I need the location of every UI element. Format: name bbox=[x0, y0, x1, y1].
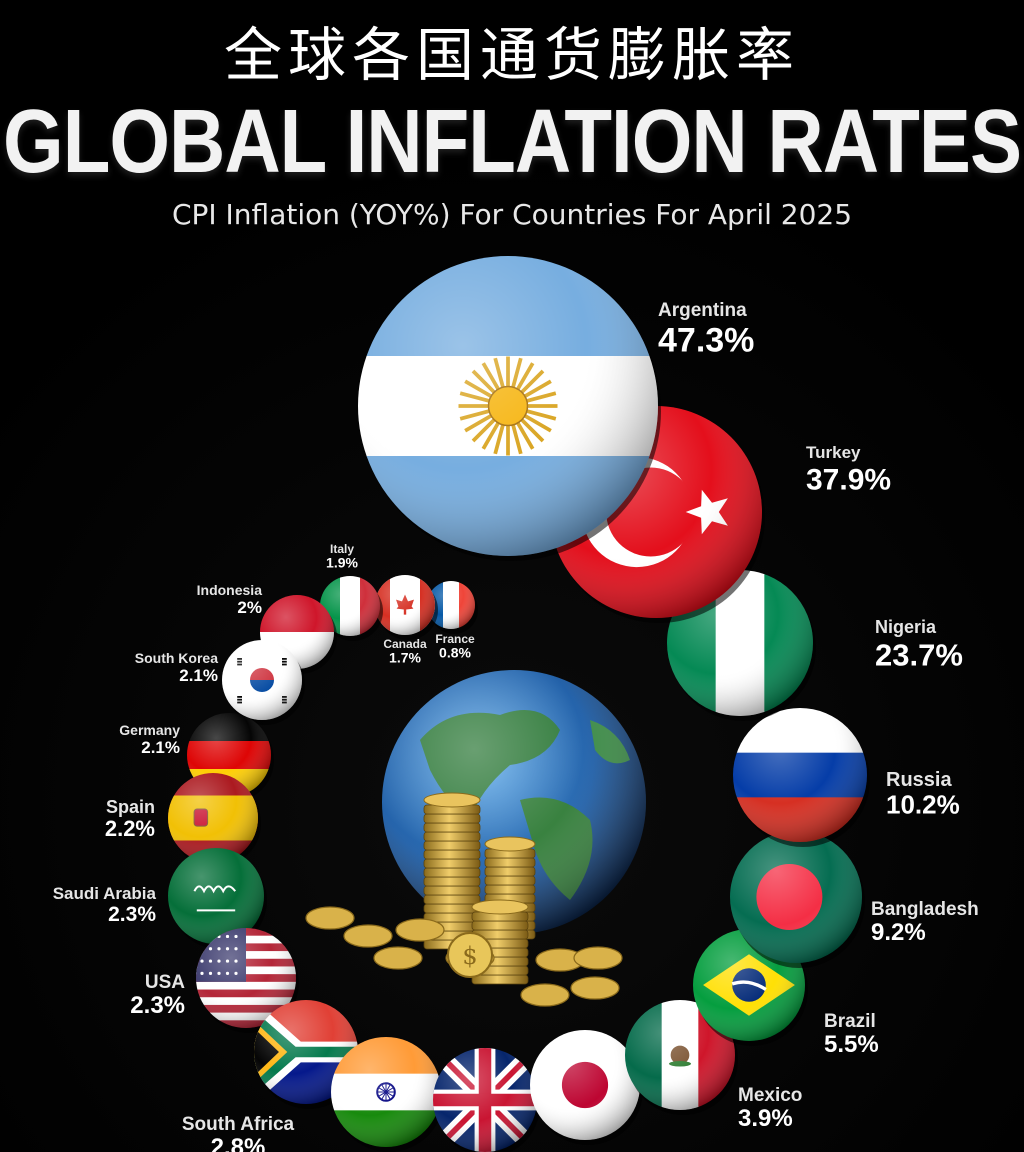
label-country: Spain bbox=[106, 797, 155, 817]
bubble-uk bbox=[433, 1048, 540, 1152]
label-country: South Africa bbox=[182, 1114, 295, 1135]
label-value: 23.7% bbox=[875, 638, 963, 673]
label-country: Nigeria bbox=[875, 617, 937, 637]
bubble-spain bbox=[168, 773, 261, 868]
bubble-india bbox=[331, 1037, 444, 1152]
bubble-usa bbox=[196, 928, 299, 1033]
label-value: 37.9% bbox=[806, 464, 891, 497]
label-country: Turkey bbox=[806, 443, 861, 462]
label-country: South Korea bbox=[135, 650, 218, 666]
label-country: Canada bbox=[383, 637, 427, 651]
bubble-bangladesh bbox=[730, 831, 865, 968]
label-country: Germany bbox=[119, 722, 180, 738]
label-value: 1.7% bbox=[389, 650, 421, 666]
label-value: 3.9% bbox=[738, 1105, 793, 1132]
label-value: 47.3% bbox=[658, 322, 754, 360]
page-title: GLOBAL INFLATION RATES bbox=[3, 90, 1022, 192]
bubble-saudi-arabia bbox=[168, 848, 267, 949]
label-country: Brazil bbox=[824, 1011, 876, 1032]
bubble-argentina bbox=[358, 256, 661, 561]
label-country: USA bbox=[145, 972, 185, 993]
label-country: Russia bbox=[886, 769, 952, 791]
label-country: Saudi Arabia bbox=[53, 884, 157, 903]
label-country: Italy bbox=[330, 542, 354, 556]
label-value: 0.8% bbox=[439, 645, 471, 661]
label-country: France bbox=[435, 632, 475, 646]
label-value: 2.1% bbox=[141, 738, 180, 757]
label-value: 5.5% bbox=[824, 1031, 879, 1058]
label-country: Bangladesh bbox=[871, 899, 979, 920]
label-value: 2.3% bbox=[130, 992, 185, 1019]
label-value: 10.2% bbox=[886, 789, 960, 819]
bubble-canada bbox=[375, 575, 438, 640]
label-country: Indonesia bbox=[197, 582, 263, 598]
label-value: 2.2% bbox=[105, 816, 155, 841]
label-value: 1.9% bbox=[326, 555, 358, 571]
label-value: 2.3% bbox=[108, 903, 156, 926]
label-country: Mexico bbox=[738, 1085, 802, 1106]
label-country: Argentina bbox=[658, 300, 747, 321]
label-value: 2% bbox=[237, 598, 262, 617]
label-value: 9.2% bbox=[871, 919, 926, 946]
chinese-title: 全球各国通货膨胀率 bbox=[223, 21, 800, 89]
label-value: 2.1% bbox=[179, 666, 218, 685]
bubble-south-korea bbox=[222, 640, 305, 725]
page-subtitle: CPI Inflation (YOY%) For Countries For A… bbox=[171, 198, 853, 231]
bubble-japan bbox=[530, 1030, 643, 1145]
svg-text:$: $ bbox=[462, 942, 477, 970]
bubble-russia bbox=[733, 708, 870, 847]
globe-coins-image: $ bbox=[305, 670, 646, 1007]
label-value: 2.8% bbox=[211, 1134, 266, 1152]
